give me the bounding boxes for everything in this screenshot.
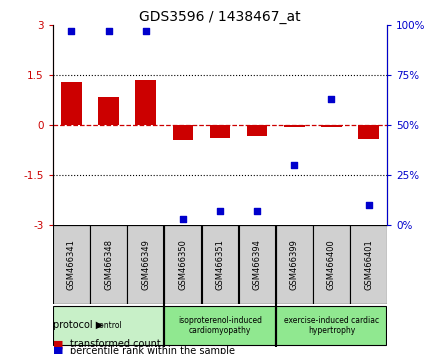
Bar [127, 225, 164, 304]
Bar [53, 306, 163, 345]
Text: GSM466401: GSM466401 [364, 239, 373, 290]
Text: GSM466350: GSM466350 [178, 239, 187, 290]
Bar [350, 225, 387, 304]
Bar [276, 225, 313, 304]
Bar [276, 306, 386, 345]
Text: ■: ■ [53, 346, 63, 354]
Point [328, 96, 335, 102]
Text: GSM466351: GSM466351 [216, 239, 224, 290]
Bar [136, 80, 156, 125]
Text: GSM466394: GSM466394 [253, 239, 262, 290]
Point [291, 162, 298, 168]
Bar [313, 225, 350, 304]
Text: percentile rank within the sample: percentile rank within the sample [70, 346, 235, 354]
Text: GSM466341: GSM466341 [67, 239, 76, 290]
Text: ■: ■ [53, 339, 63, 349]
Text: GSM466400: GSM466400 [327, 239, 336, 290]
Bar [172, 125, 193, 140]
Bar [321, 125, 342, 127]
Bar [359, 125, 379, 139]
Bar [98, 97, 119, 125]
Bar [284, 125, 304, 127]
Point [180, 216, 187, 222]
Text: exercise-induced cardiac
hypertrophy: exercise-induced cardiac hypertrophy [284, 316, 379, 335]
Bar [165, 306, 275, 345]
Point [105, 28, 112, 34]
Bar [90, 225, 127, 304]
Text: GSM466399: GSM466399 [290, 239, 299, 290]
Bar [247, 125, 268, 136]
Point [253, 209, 260, 214]
Title: GDS3596 / 1438467_at: GDS3596 / 1438467_at [139, 10, 301, 24]
Bar [239, 225, 275, 304]
Point [216, 209, 224, 214]
Point [68, 28, 75, 34]
Point [142, 28, 149, 34]
Text: isoproterenol-induced
cardiomyopathy: isoproterenol-induced cardiomyopathy [178, 316, 262, 335]
Bar [202, 225, 238, 304]
Text: protocol ▶: protocol ▶ [53, 320, 103, 330]
Bar [210, 125, 230, 138]
Bar [165, 225, 201, 304]
Text: GSM466349: GSM466349 [141, 239, 150, 290]
Text: control: control [95, 321, 122, 330]
Text: transformed count: transformed count [70, 339, 161, 349]
Bar [53, 225, 90, 304]
Point [365, 202, 372, 208]
Text: GSM466348: GSM466348 [104, 239, 113, 290]
Bar [61, 81, 81, 125]
